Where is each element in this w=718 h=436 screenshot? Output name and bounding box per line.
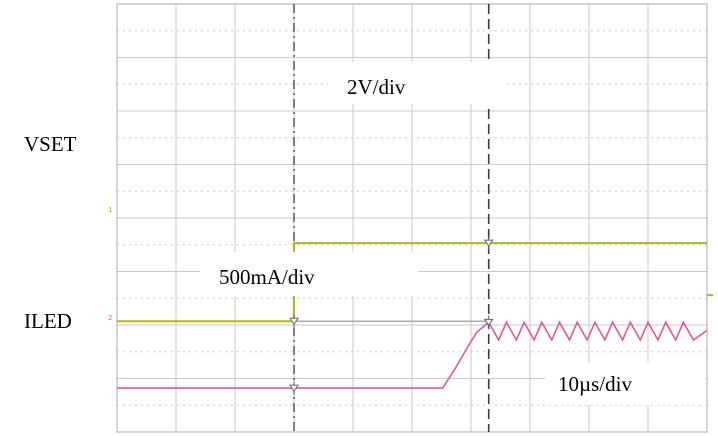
ch1-ground-marker: 1: [108, 206, 112, 214]
iled-trace-label: ILED: [24, 309, 72, 333]
voltage-scale-label: 2V/div: [347, 75, 406, 99]
cursor-marker-iled-low: [289, 381, 299, 396]
ch2-ground-marker: 2: [108, 314, 112, 322]
v-scale-label-bg: [328, 62, 506, 104]
cursor-marker-iled-high: [483, 315, 494, 330]
t-scale-label-bg: [545, 363, 705, 405]
current-scale-label: 500mA/div: [219, 265, 315, 289]
time-scale-label: 10µs/div: [558, 372, 632, 396]
time-cursors: [293, 4, 490, 432]
i-scale-label-bg: [200, 252, 418, 296]
vset-trace-label: VSET: [24, 132, 77, 156]
graticule-frame: [116, 3, 708, 433]
cursor-marker-vset-high: [483, 236, 494, 251]
trace-iled: [117, 320, 708, 389]
cursor-marker-vset-low: [289, 314, 299, 329]
cursor-markers: [289, 236, 494, 396]
